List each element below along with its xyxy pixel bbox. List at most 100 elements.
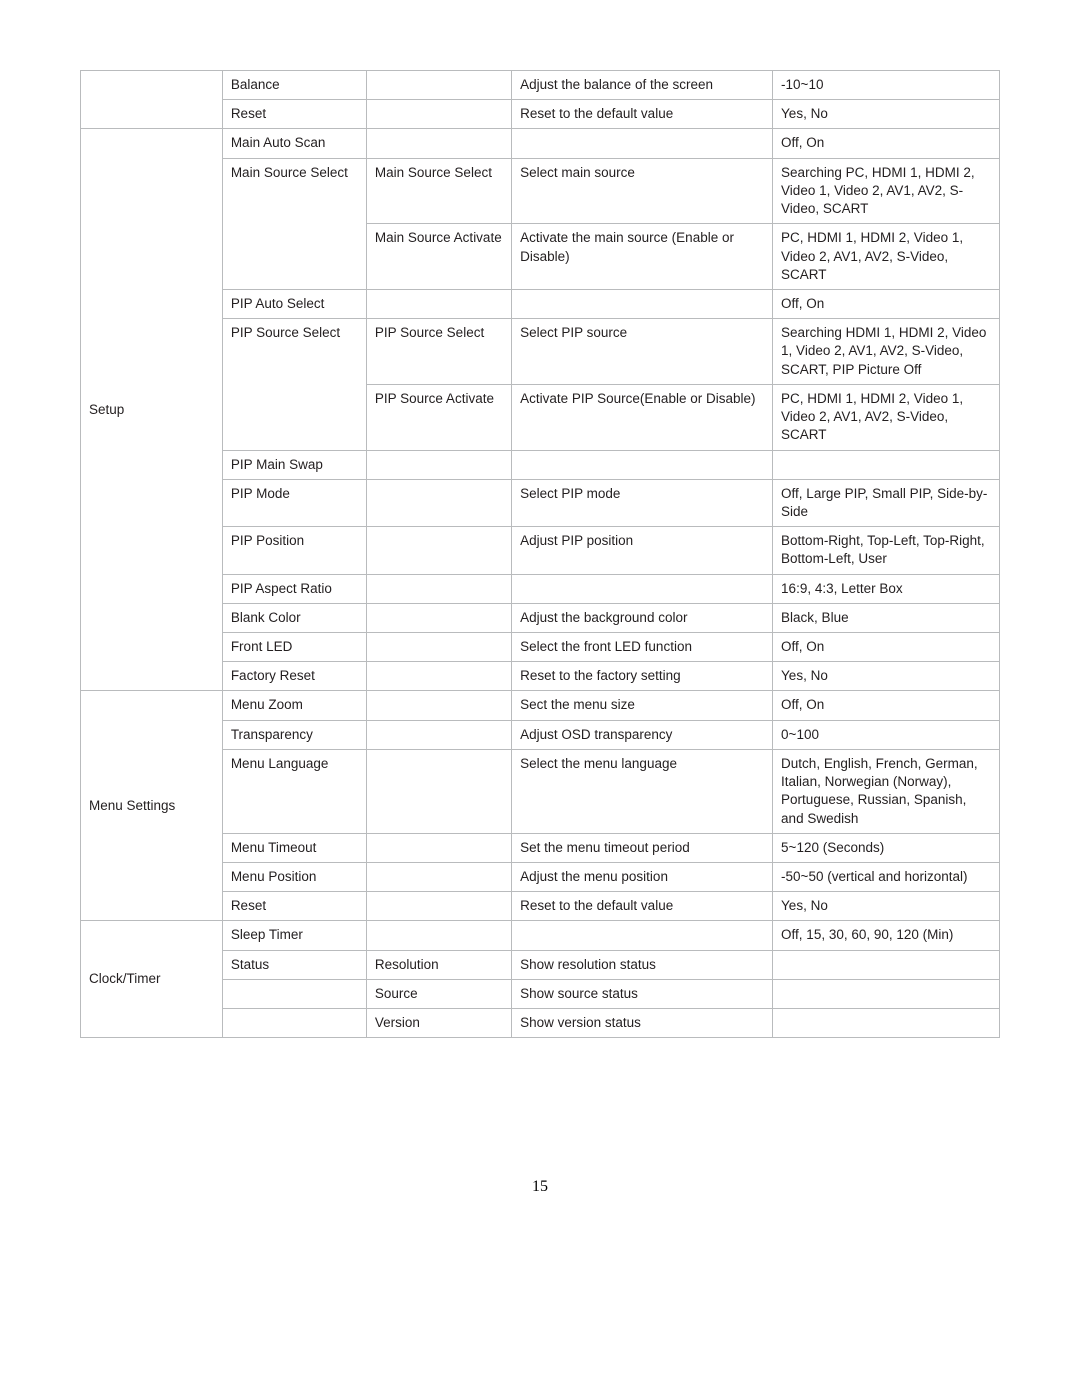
subitem-cell	[366, 892, 511, 921]
value-cell: -50~50 (vertical and horizontal)	[773, 863, 1000, 892]
value-cell: Off, On	[773, 691, 1000, 720]
value-cell: Off, Large PIP, Small PIP, Side-by-Side	[773, 479, 1000, 526]
description-cell: Select the front LED function	[512, 633, 773, 662]
item-cell: Blank Color	[222, 603, 366, 632]
item-cell: Reset	[222, 892, 366, 921]
item-cell	[222, 1009, 366, 1038]
value-cell: Yes, No	[773, 662, 1000, 691]
subitem-cell: PIP Source Activate	[366, 384, 511, 450]
subitem-cell	[366, 749, 511, 833]
description-cell: Show resolution status	[512, 950, 773, 979]
value-cell: 5~120 (Seconds)	[773, 833, 1000, 862]
value-cell: Searching PC, HDMI 1, HDMI 2, Video 1, V…	[773, 158, 1000, 224]
item-cell: Menu Zoom	[222, 691, 366, 720]
subitem-cell: Main Source Select	[366, 158, 511, 224]
item-cell: Reset	[222, 100, 366, 129]
table-row: Clock/TimerSleep TimerOff, 15, 30, 60, 9…	[81, 921, 1000, 950]
item-cell: Menu Position	[222, 863, 366, 892]
value-cell: Off, 15, 30, 60, 90, 120 (Min)	[773, 921, 1000, 950]
description-cell	[512, 574, 773, 603]
description-cell: Sect the menu size	[512, 691, 773, 720]
value-cell: Off, On	[773, 129, 1000, 158]
description-cell: Show version status	[512, 1009, 773, 1038]
subitem-cell	[366, 574, 511, 603]
value-cell: Dutch, English, French, German, Italian,…	[773, 749, 1000, 833]
item-cell: Sleep Timer	[222, 921, 366, 950]
item-cell: PIP Mode	[222, 479, 366, 526]
description-cell: Reset to the default value	[512, 100, 773, 129]
value-cell	[773, 979, 1000, 1008]
item-cell: Menu Timeout	[222, 833, 366, 862]
subitem-cell	[366, 833, 511, 862]
description-cell: Adjust PIP position	[512, 527, 773, 574]
table-row: Menu SettingsMenu ZoomSect the menu size…	[81, 691, 1000, 720]
description-cell: Activate PIP Source(Enable or Disable)	[512, 384, 773, 450]
item-cell: PIP Auto Select	[222, 289, 366, 318]
subitem-cell	[366, 633, 511, 662]
category-cell	[81, 71, 223, 129]
subitem-cell	[366, 479, 511, 526]
settings-table: BalanceAdjust the balance of the screen-…	[80, 70, 1000, 1038]
page-number: 15	[80, 1178, 1000, 1196]
subitem-cell: Main Source Activate	[366, 224, 511, 290]
description-cell	[512, 129, 773, 158]
category-cell: Menu Settings	[81, 691, 223, 921]
description-cell: Set the menu timeout period	[512, 833, 773, 862]
value-cell: Yes, No	[773, 892, 1000, 921]
item-cell: Front LED	[222, 633, 366, 662]
description-cell: Select PIP source	[512, 319, 773, 385]
table-row: Balance Adjust the balance of the screen-…	[81, 71, 1000, 100]
description-cell: Select PIP mode	[512, 479, 773, 526]
item-cell: Transparency	[222, 720, 366, 749]
item-cell: Status	[222, 950, 366, 979]
subitem-cell	[366, 289, 511, 318]
page: BalanceAdjust the balance of the screen-…	[0, 0, 1080, 1236]
item-cell: PIP Aspect Ratio	[222, 574, 366, 603]
value-cell: -10~10	[773, 71, 1000, 100]
value-cell: Bottom-Right, Top-Left, Top-Right, Botto…	[773, 527, 1000, 574]
description-cell: Reset to the default value	[512, 892, 773, 921]
subitem-cell	[366, 863, 511, 892]
subitem-cell: Source	[366, 979, 511, 1008]
description-cell	[512, 921, 773, 950]
description-cell: Adjust OSD transparency	[512, 720, 773, 749]
value-cell: 0~100	[773, 720, 1000, 749]
value-cell	[773, 450, 1000, 479]
subitem-cell: PIP Source Select	[366, 319, 511, 385]
description-cell: Show source status	[512, 979, 773, 1008]
subitem-cell	[366, 100, 511, 129]
value-cell	[773, 950, 1000, 979]
item-cell: Factory Reset	[222, 662, 366, 691]
description-cell: Adjust the menu position	[512, 863, 773, 892]
description-cell	[512, 289, 773, 318]
item-cell: Menu Language	[222, 749, 366, 833]
subitem-cell	[366, 720, 511, 749]
category-cell: Clock/Timer	[81, 921, 223, 1038]
subitem-cell	[366, 450, 511, 479]
description-cell: Activate the main source (Enable or Disa…	[512, 224, 773, 290]
item-cell: PIP Main Swap	[222, 450, 366, 479]
item-cell: PIP Source Select	[222, 319, 366, 450]
description-cell: Reset to the factory setting	[512, 662, 773, 691]
subitem-cell	[366, 129, 511, 158]
item-cell: Balance	[222, 71, 366, 100]
value-cell: PC, HDMI 1, HDMI 2, Video 1, Video 2, AV…	[773, 224, 1000, 290]
subitem-cell	[366, 527, 511, 574]
description-cell: Adjust the balance of the screen	[512, 71, 773, 100]
description-cell	[512, 450, 773, 479]
value-cell: Off, On	[773, 289, 1000, 318]
value-cell: Yes, No	[773, 100, 1000, 129]
value-cell: PC, HDMI 1, HDMI 2, Video 1, Video 2, AV…	[773, 384, 1000, 450]
value-cell: Searching HDMI 1, HDMI 2, Video 1, Video…	[773, 319, 1000, 385]
item-cell: PIP Position	[222, 527, 366, 574]
subitem-cell	[366, 662, 511, 691]
value-cell: Off, On	[773, 633, 1000, 662]
value-cell: Black, Blue	[773, 603, 1000, 632]
description-cell: Select the menu language	[512, 749, 773, 833]
subitem-cell	[366, 71, 511, 100]
subitem-cell: Resolution	[366, 950, 511, 979]
value-cell	[773, 1009, 1000, 1038]
subitem-cell: Version	[366, 1009, 511, 1038]
description-cell: Select main source	[512, 158, 773, 224]
value-cell: 16:9, 4:3, Letter Box	[773, 574, 1000, 603]
